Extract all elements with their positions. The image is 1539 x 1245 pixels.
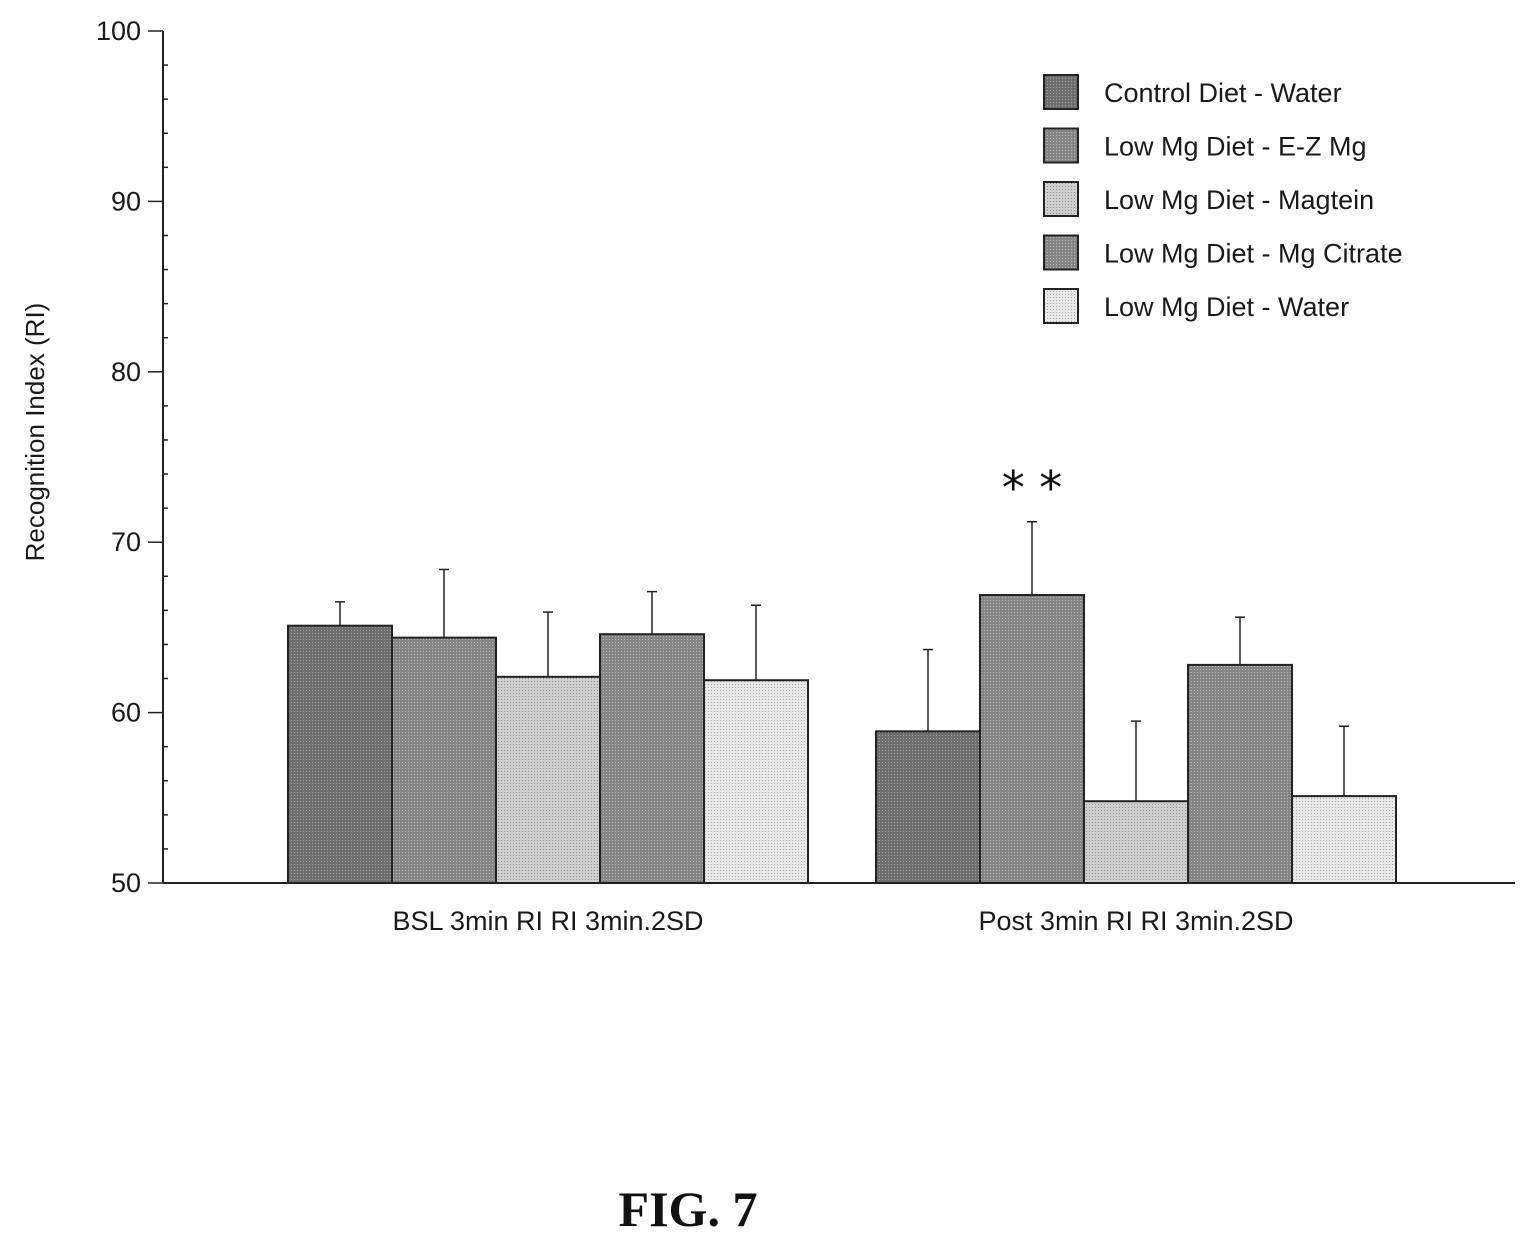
- bar: [979, 594, 1085, 884]
- y-tick-label: 70: [111, 527, 141, 557]
- plot-area: 50 60 70 80 90 100 BSL 3min RI RI 3min.2SD Post…: [96, 16, 1515, 936]
- legend-label: Low Mg Diet - Magtein: [1104, 185, 1374, 215]
- y-tick-label: 80: [111, 357, 141, 387]
- bar: [703, 679, 809, 884]
- x-category-label: BSL 3min RI RI 3min.2SD: [392, 906, 703, 936]
- legend-swatch: [1043, 288, 1079, 324]
- significance-marker: * *: [1002, 461, 1063, 515]
- legend-label: Low Mg Diet - Water: [1104, 292, 1349, 322]
- bar: [495, 675, 601, 884]
- figure-label: FIG. 7: [619, 1181, 758, 1237]
- legend-label: Control Diet - Water: [1104, 78, 1342, 108]
- legend-swatch: [1043, 127, 1079, 164]
- bar: [287, 624, 393, 884]
- bar: [1291, 795, 1397, 885]
- legend-label: Low Mg Diet - E-Z Mg: [1104, 132, 1367, 162]
- legend-swatch: [1043, 74, 1079, 110]
- bar: [1083, 800, 1189, 885]
- y-tick-label: 100: [96, 16, 141, 46]
- bar: [391, 636, 497, 885]
- x-category-label: Post 3min RI RI 3min.2SD: [978, 906, 1293, 936]
- legend-label: Low Mg Diet - Mg Citrate: [1104, 239, 1403, 269]
- bar: [875, 730, 981, 884]
- y-tick-label: 60: [111, 698, 141, 728]
- bar: [599, 633, 705, 884]
- legend: Control Diet - Water Low Mg Diet - E-Z Mg…: [1043, 74, 1403, 324]
- y-tick-label: 50: [111, 868, 141, 898]
- legend-swatch: [1043, 181, 1079, 217]
- y-axis-title: Recognition Index (RI): [20, 303, 50, 562]
- bar: [1187, 663, 1293, 884]
- y-tick-label: 90: [111, 186, 141, 216]
- legend-swatch: [1043, 234, 1079, 271]
